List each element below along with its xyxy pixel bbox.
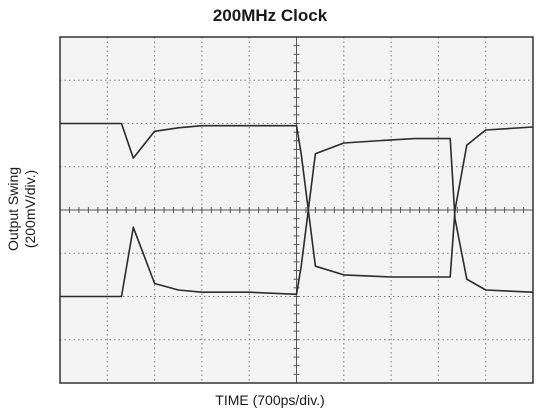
chart-title: 200MHz Clock bbox=[212, 6, 328, 25]
plot-frame bbox=[59, 36, 534, 384]
x-axis-label: TIME (700ps/div.) bbox=[215, 392, 325, 408]
waveform-trace-2 bbox=[60, 137, 534, 298]
